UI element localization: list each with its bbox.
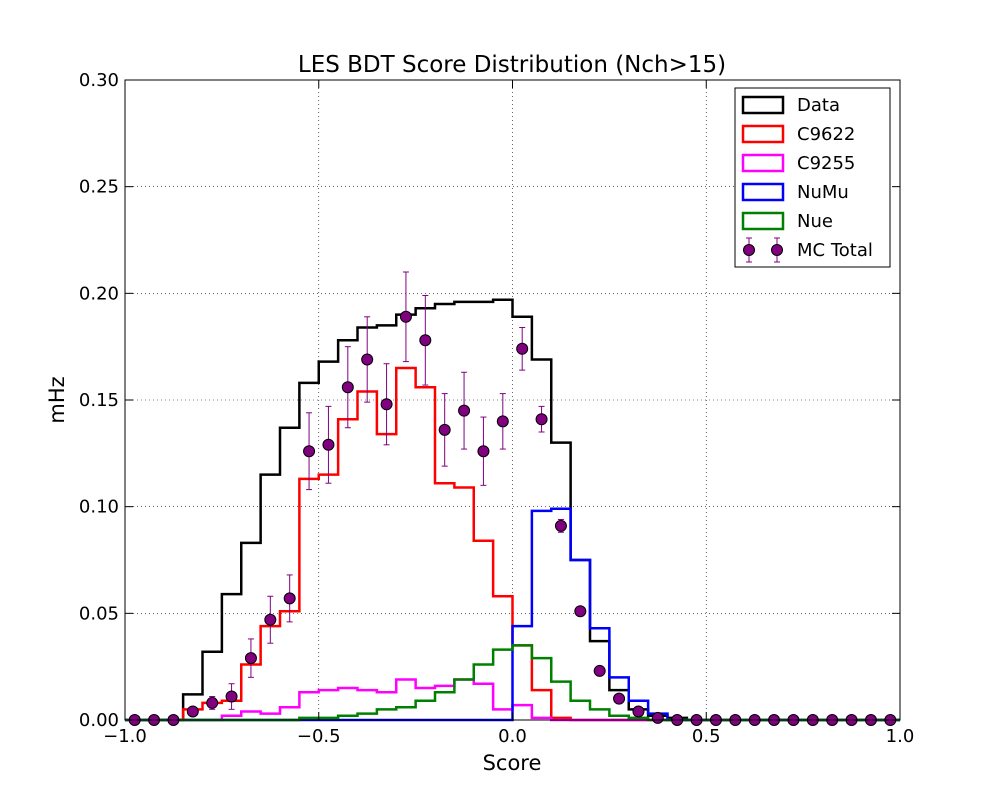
mc-total-point — [458, 404, 471, 417]
mc-total-point — [283, 592, 296, 605]
legend-label: C9622 — [797, 124, 855, 145]
x-tick-label: −1.0 — [103, 726, 147, 747]
chart-title: LES BDT Score Distribution (Nch>15) — [298, 52, 726, 78]
legend-swatch — [741, 182, 785, 202]
mc-total-point — [244, 652, 257, 665]
y-axis-label: mHz — [45, 376, 69, 423]
legend-swatch — [741, 95, 785, 115]
mc-total-markers — [128, 271, 897, 726]
legend-label: MC Total — [797, 240, 873, 261]
y-tick-label: 0.15 — [79, 390, 119, 411]
mc-total-point — [477, 445, 490, 458]
mc-total-point — [438, 423, 451, 436]
y-tick-label: 0.10 — [79, 497, 119, 518]
mc-total-point — [574, 605, 587, 618]
mc-total-point — [206, 696, 219, 709]
mc-total-point — [186, 705, 199, 718]
x-tick-label: 0.5 — [692, 726, 721, 747]
legend-box — [734, 87, 891, 268]
x-tick-label: 0.0 — [498, 726, 527, 747]
mc-total-point — [303, 445, 316, 458]
legend-marker — [743, 244, 755, 256]
mc-total-point — [651, 711, 664, 724]
mc-total-point — [613, 692, 626, 705]
legend-label: Data — [797, 95, 840, 116]
mc-total-point — [535, 413, 548, 426]
mc-total-point — [225, 690, 238, 703]
mc-total-point — [264, 613, 277, 626]
y-tick-label: 0.00 — [79, 710, 119, 731]
y-tick-label: 0.20 — [79, 283, 119, 304]
mc-total-point — [632, 705, 645, 718]
legend: Data C9622 C9255 NuMu Nue MC Total — [734, 87, 891, 268]
x-tick-label: −0.5 — [297, 726, 341, 747]
legend-swatch — [741, 153, 785, 173]
legend-label: Nue — [797, 211, 833, 232]
legend-swatch — [741, 124, 785, 144]
mc-total-point — [516, 342, 529, 355]
mc-total-point — [554, 519, 567, 532]
mc-total-point — [496, 415, 509, 428]
mc-total-point — [380, 398, 393, 411]
y-tick-label: 0.25 — [79, 177, 119, 198]
legend-label: C9255 — [797, 153, 855, 174]
mc-total-point — [361, 353, 374, 366]
grid — [125, 80, 900, 720]
legend-marker — [771, 244, 783, 256]
mc-total-point — [419, 334, 432, 347]
legend-swatch — [741, 211, 785, 231]
x-axis-label: Score — [483, 751, 542, 775]
mc-total-point — [399, 310, 412, 323]
legend-label: NuMu — [797, 182, 849, 203]
mc-total-point — [341, 381, 354, 394]
mc-total-point — [322, 438, 335, 451]
mc-total-point — [593, 664, 606, 677]
axis-ticks: −1.0 −0.5 0.0 0.5 1.0 0.00 0.05 0.10 0.15 0.20 0.2… — [79, 70, 914, 747]
x-tick-label: 1.0 — [886, 726, 915, 747]
y-tick-label: 0.05 — [79, 603, 119, 624]
y-tick-label: 0.30 — [79, 70, 119, 91]
